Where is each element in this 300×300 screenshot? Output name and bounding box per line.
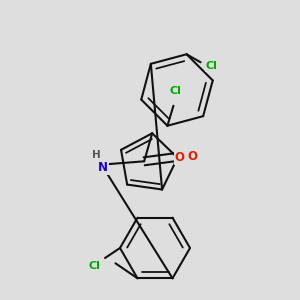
Text: Cl: Cl [169, 86, 181, 96]
Text: Cl: Cl [88, 261, 100, 271]
Text: O: O [187, 150, 197, 163]
Text: O: O [175, 151, 184, 164]
Text: H: H [92, 150, 100, 160]
Text: Cl: Cl [206, 61, 218, 71]
Text: N: N [98, 161, 108, 174]
